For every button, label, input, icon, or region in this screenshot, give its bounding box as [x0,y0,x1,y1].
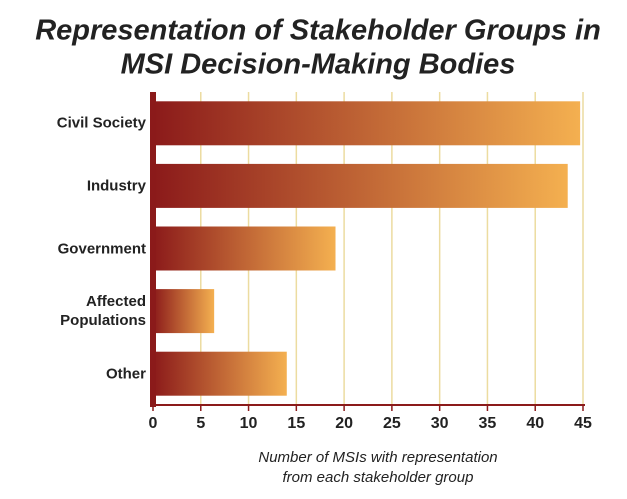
x-tick-label: 20 [335,415,353,432]
bar [153,163,568,208]
x-tick-label: 0 [149,415,158,432]
x-tick-label: 15 [287,415,305,432]
x-tick-label: 5 [196,415,205,432]
y-tick-label: Affected Populations [60,293,146,330]
x-tick-label: 25 [383,415,401,432]
x-tick-label: 35 [479,415,497,432]
bar [153,289,215,334]
bar [153,101,581,146]
x-axis-label: from each stakeholder group [283,469,474,486]
bar [153,226,336,271]
chart-title: MSI Decision-Making Bodies [121,49,516,81]
x-tick-label: 45 [574,415,592,432]
x-tick-label: 30 [431,415,449,432]
x-axis-label: Number of MSIs with representation [258,449,497,466]
y-tick-label: Civil Society [56,114,146,132]
x-tick-label: 10 [240,415,258,432]
chart-title: Representation of Stakeholder Groups in [35,15,601,47]
bar [153,351,287,396]
y-tick-label: Industry [86,177,146,195]
y-tick-label: Government [57,240,146,257]
x-tick-label: 40 [526,415,544,432]
y-tick-label: Other [105,365,146,383]
